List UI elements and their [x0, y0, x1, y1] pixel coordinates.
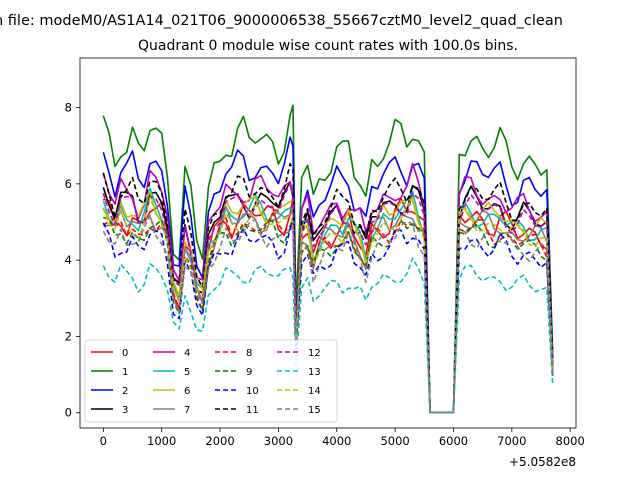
x-offset-label: +5.0582e8	[509, 455, 576, 469]
x-tick-label-8000: 8000	[556, 434, 585, 448]
y-tick-label-0: 0	[65, 406, 72, 420]
legend-label-0: 0	[122, 348, 128, 359]
legend-label-10: 10	[246, 386, 259, 397]
x-tick-label-4000: 4000	[322, 434, 351, 448]
series-line-10	[102, 220, 554, 414]
legend-label-13: 13	[308, 367, 321, 378]
legend-label-2: 2	[122, 386, 128, 397]
series-line-12	[102, 182, 554, 414]
legend-label-3: 3	[122, 405, 128, 416]
legend-label-6: 6	[184, 386, 190, 397]
legend-label-14: 14	[308, 386, 321, 397]
y-tick-label-4: 4	[65, 253, 72, 267]
plot-frame	[79, 57, 577, 429]
x-tick-label-2000: 2000	[205, 434, 234, 448]
series-line-15	[102, 215, 554, 414]
series-line-2	[102, 136, 554, 414]
legend-label-5: 5	[184, 367, 190, 378]
chart-title: Quadrant 0 module wise count rates with …	[138, 38, 518, 54]
y-tick-label-8: 8	[65, 101, 72, 115]
series-line-11	[102, 163, 554, 414]
series-layer	[102, 104, 554, 414]
legend-frame	[84, 339, 338, 423]
legend-label-15: 15	[308, 405, 321, 416]
chart-suptitle: n file: modeM0/AS1A14_021T06_9000006538_…	[0, 13, 563, 29]
x-tick-label-3000: 3000	[264, 434, 293, 448]
x-tick-label-1000: 1000	[147, 434, 176, 448]
legend-label-7: 7	[184, 405, 190, 416]
legend-label-12: 12	[308, 348, 321, 359]
series-line-13	[102, 257, 554, 414]
x-tick-label-6000: 6000	[439, 434, 468, 448]
ticks-layer: 0 1000 2000 3000 4000 5000 6000 7000 8000 0 2 4 6 8	[65, 101, 585, 448]
x-tick-label-7000: 7000	[497, 434, 526, 448]
x-tick-label-0: 0	[100, 434, 107, 448]
legend-label-8: 8	[246, 348, 252, 359]
y-tick-label-2: 2	[65, 329, 72, 343]
x-tick-label-5000: 5000	[380, 434, 409, 448]
legend-label-9: 9	[246, 367, 252, 378]
series-line-8	[102, 212, 554, 414]
legend-label-1: 1	[122, 367, 128, 378]
series-line-14	[102, 196, 554, 414]
legend-label-4: 4	[184, 348, 190, 359]
y-tick-label-6: 6	[65, 177, 72, 191]
series-line-9	[103, 216, 554, 414]
legend-label-11: 11	[246, 405, 259, 416]
